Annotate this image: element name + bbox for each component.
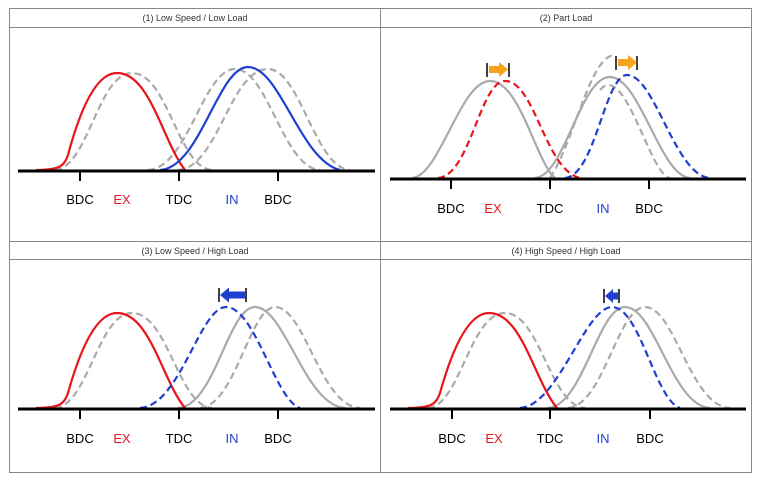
intake-reference-curve-1 [147, 67, 321, 172]
panel-2-title: (2) Part Load [540, 13, 593, 23]
label-bdc-1: BDC [438, 431, 465, 446]
intake-reference-curve-2 [549, 53, 616, 179]
label-in: IN [226, 192, 239, 207]
exhaust-retard-arrow-icon [486, 62, 510, 77]
label-bdc-1: BDC [66, 431, 93, 446]
panel-4: BDC EX TDC IN BDC [390, 289, 746, 446]
intake-reference-curve-2 [199, 305, 361, 410]
exhaust-curve [437, 79, 581, 180]
label-in: IN [226, 431, 239, 446]
intake-curve [519, 305, 681, 410]
exhaust-reference-curve [427, 311, 586, 410]
panel-1-title: (1) Low Speed / Low Load [142, 13, 247, 23]
intake-advance-arrow-icon [603, 289, 620, 303]
label-bdc-2: BDC [636, 431, 663, 446]
label-tdc: TDC [537, 201, 564, 216]
intake-retard-arrow-icon [615, 55, 638, 70]
label-tdc: TDC [166, 192, 193, 207]
intake-reference-curve-3 [599, 84, 671, 180]
panel-1: BDC EX TDC IN BDC [18, 65, 375, 207]
exhaust-curve [35, 71, 186, 172]
panel-3-title: (3) Low Speed / High Load [141, 246, 248, 256]
intake-curve [564, 73, 711, 180]
panel-2: BDC EX TDC IN BDC [390, 53, 746, 216]
intake-reference-curve-1 [177, 305, 346, 410]
panel-4-title: (4) High Speed / High Load [511, 246, 620, 256]
label-in: IN [597, 431, 610, 446]
label-bdc-1: BDC [437, 201, 464, 216]
label-tdc: TDC [166, 431, 193, 446]
intake-reference-curve-2 [567, 305, 731, 410]
intake-reference-curve-2 [177, 67, 351, 172]
label-ex: EX [485, 431, 503, 446]
label-ex: EX [113, 192, 131, 207]
label-bdc-1: BDC [66, 192, 93, 207]
label-in: IN [597, 201, 610, 216]
label-ex: EX [113, 431, 131, 446]
exhaust-reference-curve [54, 311, 213, 410]
label-bdc-2: BDC [635, 201, 662, 216]
panel-3: BDC EX TDC IN BDC [18, 287, 375, 446]
label-bdc-2: BDC [264, 192, 291, 207]
exhaust-reference-curve [54, 71, 213, 172]
intake-reference-curve-1 [547, 305, 711, 410]
exhaust-reference-curve [411, 79, 556, 180]
intake-reference-curve-1 [534, 75, 691, 180]
label-ex: EX [484, 201, 502, 216]
exhaust-curve [35, 311, 186, 410]
intake-curve [159, 65, 341, 172]
label-tdc: TDC [537, 431, 564, 446]
exhaust-curve [407, 311, 558, 410]
label-bdc-2: BDC [264, 431, 291, 446]
intake-curve [139, 305, 301, 410]
intake-advance-arrow-icon [218, 287, 247, 303]
